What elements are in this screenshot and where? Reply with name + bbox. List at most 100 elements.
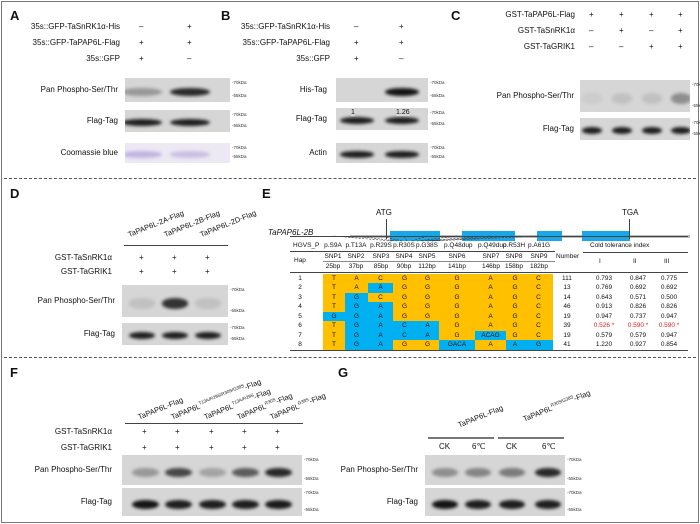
allele-cell: G bbox=[416, 302, 439, 312]
snp-position: 182bp bbox=[529, 263, 549, 270]
cold-tolerance-value: 0.737 bbox=[629, 312, 647, 320]
cold-tolerance-value: 0.643 bbox=[595, 293, 613, 301]
condition-sign: + bbox=[139, 253, 144, 262]
cold-tolerance-value: 0.692 bbox=[660, 284, 678, 291]
allele-cell: A bbox=[368, 283, 393, 293]
blot-image bbox=[336, 143, 428, 163]
allele-cell: G bbox=[506, 321, 524, 331]
cold-tolerance-value: 0.526 * bbox=[593, 322, 615, 329]
condition-sign: + bbox=[275, 427, 280, 436]
marker-55kda: -55kDa bbox=[230, 336, 245, 341]
protein-band bbox=[231, 467, 259, 478]
snp-position: 146bp bbox=[481, 263, 501, 270]
cold-tolerance-value: 0.590 * bbox=[627, 322, 649, 329]
protein-band bbox=[581, 93, 603, 104]
allele-cell: A bbox=[475, 340, 506, 350]
condition-sign: + bbox=[175, 427, 180, 436]
blot-label: Flag-Tag bbox=[295, 114, 327, 123]
allele-cell: T bbox=[323, 283, 345, 293]
blot-label: Flag-Tag bbox=[386, 497, 418, 506]
panel-label-b: B bbox=[221, 8, 231, 23]
allele-cell: A bbox=[368, 302, 393, 312]
blot-image bbox=[125, 78, 230, 102]
allele-cell: A bbox=[506, 340, 524, 350]
hgvs-header: HGVS_P bbox=[293, 242, 320, 249]
protein-band bbox=[611, 93, 633, 104]
snp-position: 25bp bbox=[325, 263, 341, 270]
allele-cell: G bbox=[506, 311, 524, 321]
protein-band bbox=[125, 88, 162, 96]
protein-band bbox=[194, 332, 222, 340]
cold-tolerance-value: 0.826 bbox=[629, 303, 647, 310]
number-header: Number bbox=[556, 253, 580, 260]
allele-cell: G bbox=[345, 311, 368, 321]
allele-cell: T bbox=[323, 340, 345, 350]
protein-band bbox=[198, 499, 226, 509]
group-line bbox=[428, 437, 494, 439]
marker-55kda: -55kDa bbox=[430, 93, 445, 98]
blot-label: Actin bbox=[309, 148, 327, 157]
marker-70kda: -70kDa bbox=[430, 145, 445, 150]
protein-band bbox=[164, 467, 192, 478]
allele-cell: GACA bbox=[439, 340, 475, 350]
allele-cell: T bbox=[323, 330, 345, 340]
allele-cell: T bbox=[323, 273, 345, 283]
protein-band bbox=[198, 467, 226, 478]
protein-band bbox=[339, 151, 375, 158]
protein-band bbox=[581, 127, 603, 135]
panel-label-f: F bbox=[10, 365, 18, 380]
blot-image bbox=[125, 110, 230, 132]
quantification-value: 1 bbox=[351, 109, 355, 116]
cold-tolerance-value: 1.220 bbox=[595, 341, 613, 348]
blot-label: Flag-Tag bbox=[86, 116, 118, 125]
hgvs-label: p.A61G bbox=[527, 242, 551, 249]
allele-cell: G bbox=[439, 311, 475, 321]
condition-sign: + bbox=[175, 443, 180, 452]
protein-band bbox=[164, 499, 192, 509]
condition-label: GST-TaPAP6L-Flag bbox=[505, 10, 575, 19]
panel-divider bbox=[4, 357, 696, 358]
allele-cell: G bbox=[506, 302, 524, 312]
allele-cell: A bbox=[368, 340, 393, 350]
hap-count: 39 bbox=[563, 322, 571, 329]
marker-70kda: -70kDa bbox=[430, 110, 445, 115]
hap-number: 6 bbox=[298, 322, 302, 329]
condition-sign: + bbox=[649, 10, 654, 19]
allele-cell: G bbox=[506, 330, 524, 340]
condition-sign: + bbox=[649, 42, 654, 51]
allele-cell: G bbox=[506, 283, 524, 293]
protein-band bbox=[161, 332, 189, 340]
condition-sign: – bbox=[354, 22, 359, 31]
hgvs-label: p.G38S bbox=[415, 242, 439, 249]
condition-label: 35s::GFP bbox=[296, 54, 330, 63]
cold-tolerance-value: 0.947 bbox=[660, 312, 678, 320]
cti-column: I bbox=[599, 258, 601, 265]
blot-image bbox=[580, 80, 690, 112]
cold-tolerance-value: 0.571 bbox=[629, 293, 647, 301]
protein-band bbox=[170, 151, 210, 158]
protein-band bbox=[231, 499, 259, 509]
marker-55kda: -55kDa bbox=[692, 131, 700, 136]
condition-sign: + bbox=[205, 253, 210, 262]
hap-count: 41 bbox=[563, 341, 571, 348]
allele-cell: G bbox=[416, 273, 439, 283]
table-rule bbox=[290, 251, 555, 252]
marker-70kda: -70kDa bbox=[230, 325, 245, 330]
snp-label: SNP8 bbox=[505, 253, 523, 260]
table-bottom-rule bbox=[290, 350, 688, 351]
hap-count: 13 bbox=[563, 284, 571, 291]
protein-band bbox=[128, 332, 156, 340]
marker-55kda: -55kDa bbox=[232, 154, 247, 159]
cold-tolerance-value: 0.579 bbox=[629, 331, 647, 339]
allele-cell: C bbox=[524, 292, 553, 302]
condition-label: GST-TaGRIK1 bbox=[523, 42, 575, 51]
marker-55kda: -55kDa bbox=[430, 121, 445, 126]
condition-sign: + bbox=[589, 10, 594, 19]
marker-55kda: -55kDa bbox=[567, 476, 582, 481]
condition-label: 35s::GFP-TaPAP6L-Flag bbox=[242, 38, 330, 47]
allele-cell: G bbox=[439, 302, 475, 312]
condition-sign: – bbox=[619, 42, 624, 51]
lane-divider bbox=[124, 245, 228, 246]
condition-sign: + bbox=[142, 443, 147, 452]
condition-sign: + bbox=[172, 267, 177, 276]
